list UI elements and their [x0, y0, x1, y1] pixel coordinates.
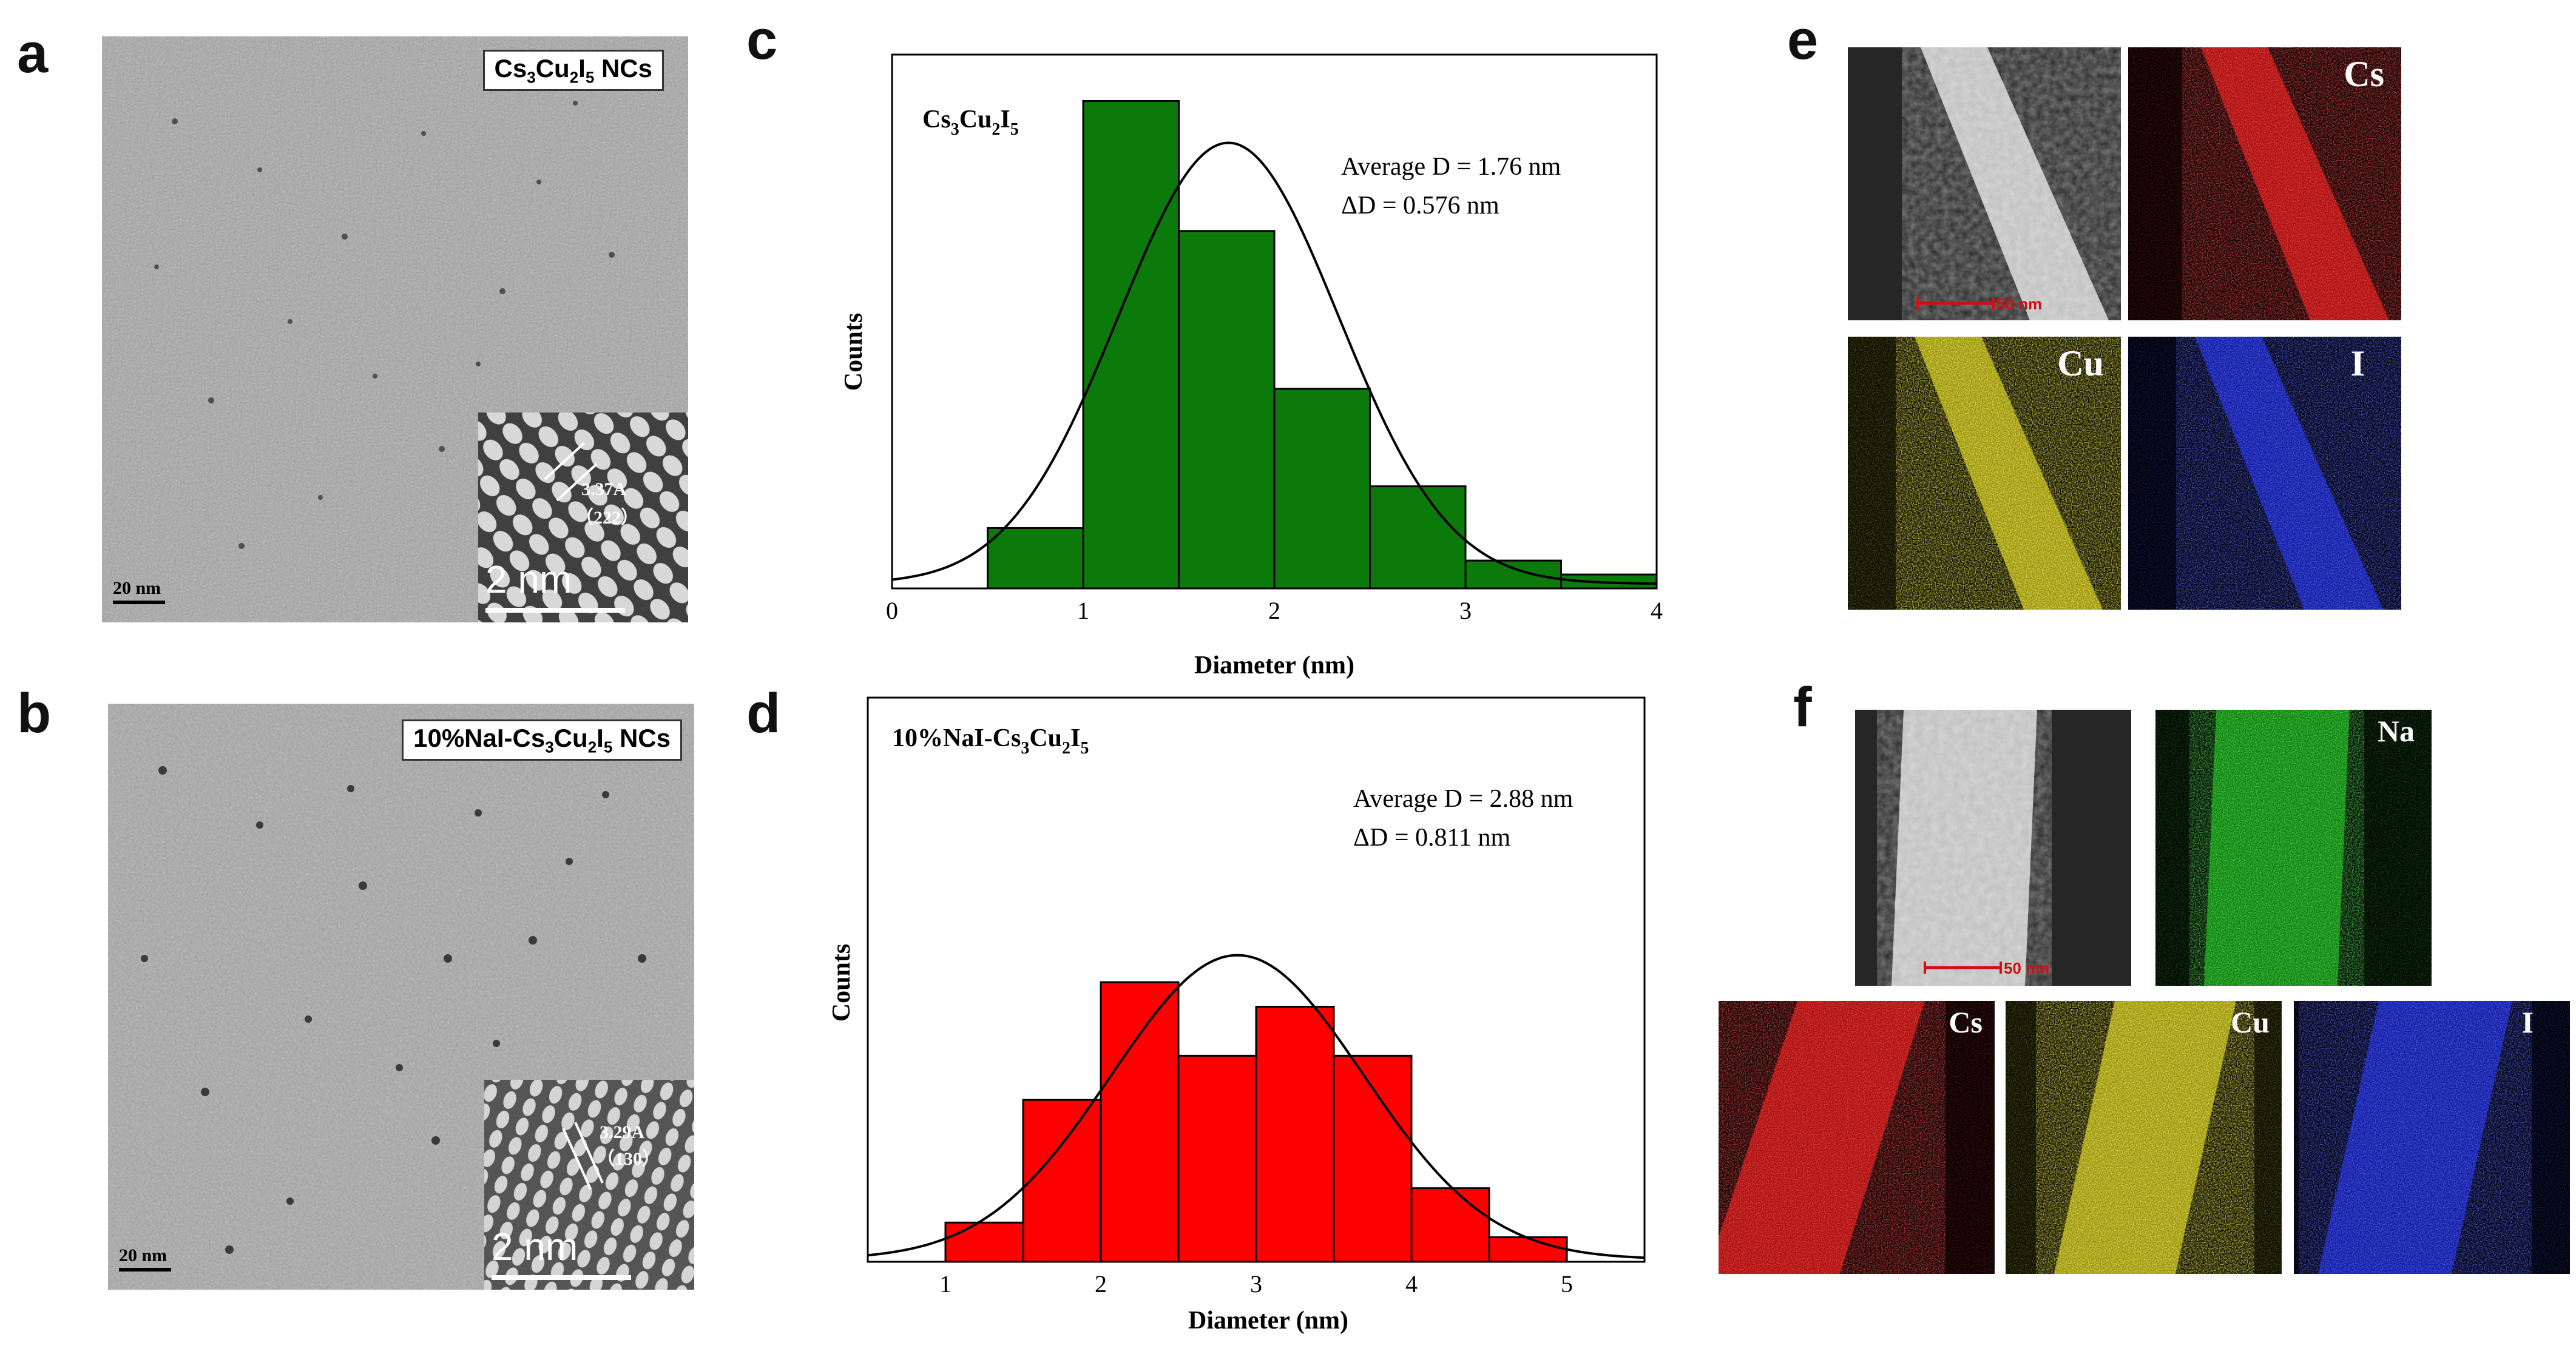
lattice-fringes-a — [478, 413, 688, 622]
chart-d-annotation-2: ΔD = 0.811 nm — [1353, 824, 1510, 852]
histogram-bar — [1255, 1005, 1335, 1263]
histogram-bar — [1100, 981, 1180, 1263]
eds-label-f-cs: Cs — [1949, 1005, 1983, 1039]
x-tick-label: 3 — [1459, 597, 1472, 624]
eds-label-f-cu: Cu — [2231, 1005, 2270, 1039]
scale-bar-b — [119, 1268, 171, 1271]
panel-label-a: a — [17, 22, 49, 84]
histogram-bar — [1464, 559, 1562, 590]
scale-bar-a — [113, 601, 165, 604]
x-tick-label: 1 — [939, 1270, 952, 1298]
inset-scale-bar-a — [485, 608, 625, 613]
panel-label-b: b — [17, 682, 52, 744]
histogram-chart-d: 10%NaI-Cs3Cu2I5 Average D = 2.88 nm ΔD =… — [828, 696, 1646, 1335]
x-tick-label: 2 — [1268, 597, 1280, 624]
chart-d-annotation-1: Average D = 2.88 nm — [1353, 785, 1574, 813]
hrtem-inset-a: 3.37A （222） 2 nm — [478, 413, 688, 622]
lattice-fringes-b — [484, 1080, 694, 1290]
eds-label-e-i: I — [2350, 343, 2365, 383]
scale-label-a: 20 nm — [113, 578, 161, 598]
histogram-bar — [1178, 230, 1276, 590]
eds-map-f-na: Na — [2155, 710, 2432, 986]
caption-b: 10%NaI-Cs3Cu2I5 NCs — [402, 719, 682, 761]
d-spacing-b: 3.29A — [600, 1122, 645, 1142]
chart-d-ylabel: Counts — [828, 944, 856, 1022]
eds-map-e-cu: Cu — [1848, 337, 2121, 610]
chart-c-title: Cs3Cu2I5 — [922, 106, 1019, 139]
tem-texture-a — [102, 36, 688, 622]
inset-scale-label-a: 2 nm — [485, 557, 572, 601]
hrtem-inset-b: 3.29A （130） 2 nm — [484, 1080, 694, 1290]
panel-label-d: d — [746, 682, 781, 744]
histogram-bar — [1022, 1099, 1102, 1263]
nanocrystal-dots-a — [154, 101, 615, 549]
plane-b: （130） — [597, 1149, 660, 1169]
eds-map-f-haadf: 50 nm — [1855, 710, 2131, 986]
x-tick-label: 4 — [1405, 1270, 1418, 1298]
eds-label-e-cu: Cu — [2057, 343, 2104, 383]
histogram-bar — [987, 527, 1084, 590]
eds-label-e-cs: Cs — [2344, 54, 2384, 94]
histogram-bar — [1369, 485, 1467, 590]
chart-c-annotation-1: Average D = 1.76 nm — [1341, 153, 1561, 181]
histogram-chart-c: Cs3Cu2I5 Average D = 1.76 nm ΔD = 0.576 … — [840, 53, 1663, 679]
x-tick-label: 4 — [1651, 597, 1663, 624]
gaussian-fit-line — [867, 954, 1645, 1259]
scale-label-b: 20 nm — [119, 1245, 167, 1265]
eds-map-e-i: I — [2128, 337, 2401, 610]
eds-map-f-cs: Cs — [1719, 1001, 1995, 1274]
x-tick-label: 0 — [886, 597, 898, 624]
x-tick-label: 3 — [1250, 1270, 1262, 1298]
gaussian-fit-line — [891, 141, 1657, 585]
eds-map-e-cs: Cs — [2128, 47, 2401, 320]
panel-label-e: e — [1787, 9, 1819, 71]
plane-a: （222） — [575, 508, 639, 528]
eds-label-f-i: I — [2521, 1005, 2534, 1039]
x-tick-label: 2 — [1095, 1270, 1107, 1298]
tem-image-b: 10%NaI-Cs3Cu2I5 NCs 20 nm 3.29A （130） 2 … — [108, 704, 694, 1290]
eds-scale-e: 50 nm — [1996, 295, 2042, 313]
eds-map-f-cu: Cu — [2006, 1001, 2282, 1274]
histogram-bar — [1410, 1187, 1490, 1263]
x-tick-label: 1 — [1077, 597, 1089, 624]
tem-image-a: Cs3Cu2I5 NCs 20 nm 3.37A （222） 2 nm — [102, 36, 688, 622]
tem-texture-b — [108, 704, 694, 1290]
histogram-bar — [1488, 1236, 1568, 1263]
chart-c-xlabel: Diameter (nm) — [1194, 652, 1354, 679]
histogram-bar — [944, 1221, 1024, 1263]
d-spacing-a: 3.37A — [581, 479, 627, 499]
panel-label-f: f — [1793, 676, 1812, 738]
eds-map-e-haadf: 50 nm — [1848, 47, 2121, 320]
inset-scale-label-b: 2 nm — [492, 1225, 578, 1268]
histogram-bar — [1177, 1054, 1257, 1263]
caption-a: Cs3Cu2I5 NCs — [482, 50, 664, 92]
histogram-bar — [1273, 388, 1371, 590]
chart-c-ylabel: Counts — [840, 313, 868, 391]
nanocrystal-dots-b — [141, 766, 646, 1254]
chart-d-xlabel: Diameter (nm) — [1188, 1307, 1348, 1335]
chart-c-annotation-2: ΔD = 0.576 nm — [1341, 192, 1499, 220]
eds-scale-f: 50 nm — [2004, 959, 2049, 977]
x-tick-label: 5 — [1561, 1270, 1573, 1298]
chart-c-title-text: Cs3Cu2I5 — [922, 106, 1019, 139]
chart-d-title: 10%NaI-Cs3Cu2I5 — [892, 724, 1089, 758]
chart-d-title-text: 10%NaI-Cs3Cu2I5 — [892, 724, 1089, 758]
eds-label-f-na: Na — [2377, 714, 2415, 748]
eds-map-f-i: I — [2294, 1001, 2570, 1274]
histogram-bar — [1082, 100, 1180, 590]
inset-scale-bar-b — [492, 1275, 631, 1280]
panel-label-c: c — [746, 9, 778, 71]
